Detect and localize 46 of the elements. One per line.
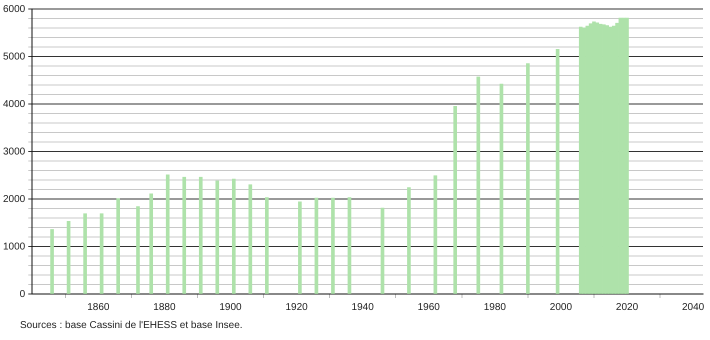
y-tick-label: 0 (20, 288, 26, 300)
bar (136, 206, 140, 294)
bar (476, 76, 480, 294)
x-tick-label: 2040 (682, 302, 705, 313)
y-tick-label: 5000 (2, 51, 26, 62)
x-tick-label: 2000 (550, 302, 572, 313)
bar (380, 208, 384, 294)
bar (232, 178, 236, 294)
bar (83, 213, 87, 294)
bar (556, 49, 560, 294)
y-tick-label: 4000 (2, 98, 26, 110)
bar (116, 198, 120, 294)
bar (526, 63, 530, 294)
x-tick-label: 1920 (285, 302, 308, 313)
bar (500, 84, 504, 294)
x-tick-label: 1860 (87, 302, 110, 313)
bar (348, 197, 352, 294)
y-tick-label: 3000 (2, 146, 26, 158)
bar (50, 229, 54, 294)
bar (453, 106, 458, 294)
bar (331, 198, 335, 294)
bar (198, 176, 203, 294)
bar (100, 213, 104, 294)
y-tick-label: 1000 (2, 241, 26, 252)
bar (166, 174, 170, 294)
bar (66, 220, 70, 294)
bar (248, 184, 252, 294)
bar (149, 193, 154, 294)
bar (407, 187, 411, 294)
y-tick-label: 6000 (2, 4, 26, 15)
bar (625, 18, 629, 294)
y-tick-label: 2000 (2, 194, 26, 205)
bar (612, 26, 616, 294)
x-tick-label: 1940 (352, 302, 374, 313)
bar (265, 197, 269, 294)
bar (314, 198, 318, 294)
bar (215, 180, 220, 294)
bar (298, 202, 302, 294)
x-tick-label: 1980 (484, 302, 506, 313)
bar (182, 176, 186, 294)
x-tick-label: 1880 (153, 302, 176, 313)
bar (434, 175, 438, 294)
source-note: Sources : base Cassini de l'EHESS et base Insee. (20, 320, 243, 331)
x-tick-label: 2020 (616, 302, 639, 313)
x-tick-label: 1900 (219, 302, 242, 313)
x-tick-label: 1960 (418, 302, 440, 313)
